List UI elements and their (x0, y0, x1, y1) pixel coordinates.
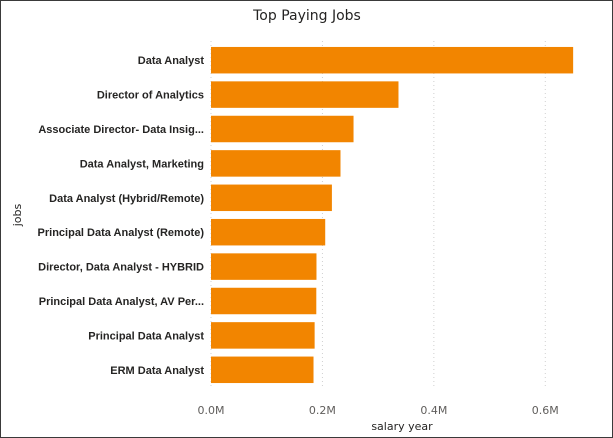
bar[interactable] (211, 46, 574, 74)
bar[interactable] (211, 253, 317, 280)
bar[interactable] (211, 218, 326, 246)
chart-title: Top Paying Jobs (252, 8, 361, 24)
bar[interactable] (211, 356, 314, 384)
category-label: Principal Data Analyst, AV Per... (39, 296, 204, 308)
category-label: Data Analyst (138, 55, 205, 67)
bars (211, 46, 574, 384)
x-tick-label: 0.0M (198, 404, 225, 417)
category-label: Data Analyst, Marketing (80, 158, 204, 170)
x-tick-label: 0.2M (309, 404, 336, 417)
bar[interactable] (211, 287, 317, 315)
category-label: ERM Data Analyst (110, 365, 204, 377)
category-labels: Data Analyst Director of Analytics Associa… (38, 55, 205, 377)
category-label: Data Analyst (Hybrid/Remote) (49, 193, 204, 205)
category-label: Director of Analytics (97, 90, 204, 102)
y-axis-title: jobs (11, 203, 24, 227)
category-label: Principal Data Analyst (Remote) (38, 227, 205, 239)
bar[interactable] (211, 184, 332, 212)
x-axis-ticks: 0.0M 0.2M 0.4M 0.6M (198, 404, 559, 417)
bar[interactable] (211, 81, 399, 108)
x-axis-title: salary year (371, 420, 433, 433)
category-label: Principal Data Analyst (88, 330, 204, 342)
x-tick-label: 0.6M (532, 404, 559, 417)
bar[interactable] (211, 115, 354, 143)
x-tick-label: 0.4M (420, 404, 447, 417)
category-label: Director, Data Analyst - HYBRID (38, 262, 204, 274)
bar[interactable] (211, 150, 341, 177)
bar[interactable] (211, 322, 315, 349)
category-label: Associate Director- Data Insig... (38, 124, 204, 136)
